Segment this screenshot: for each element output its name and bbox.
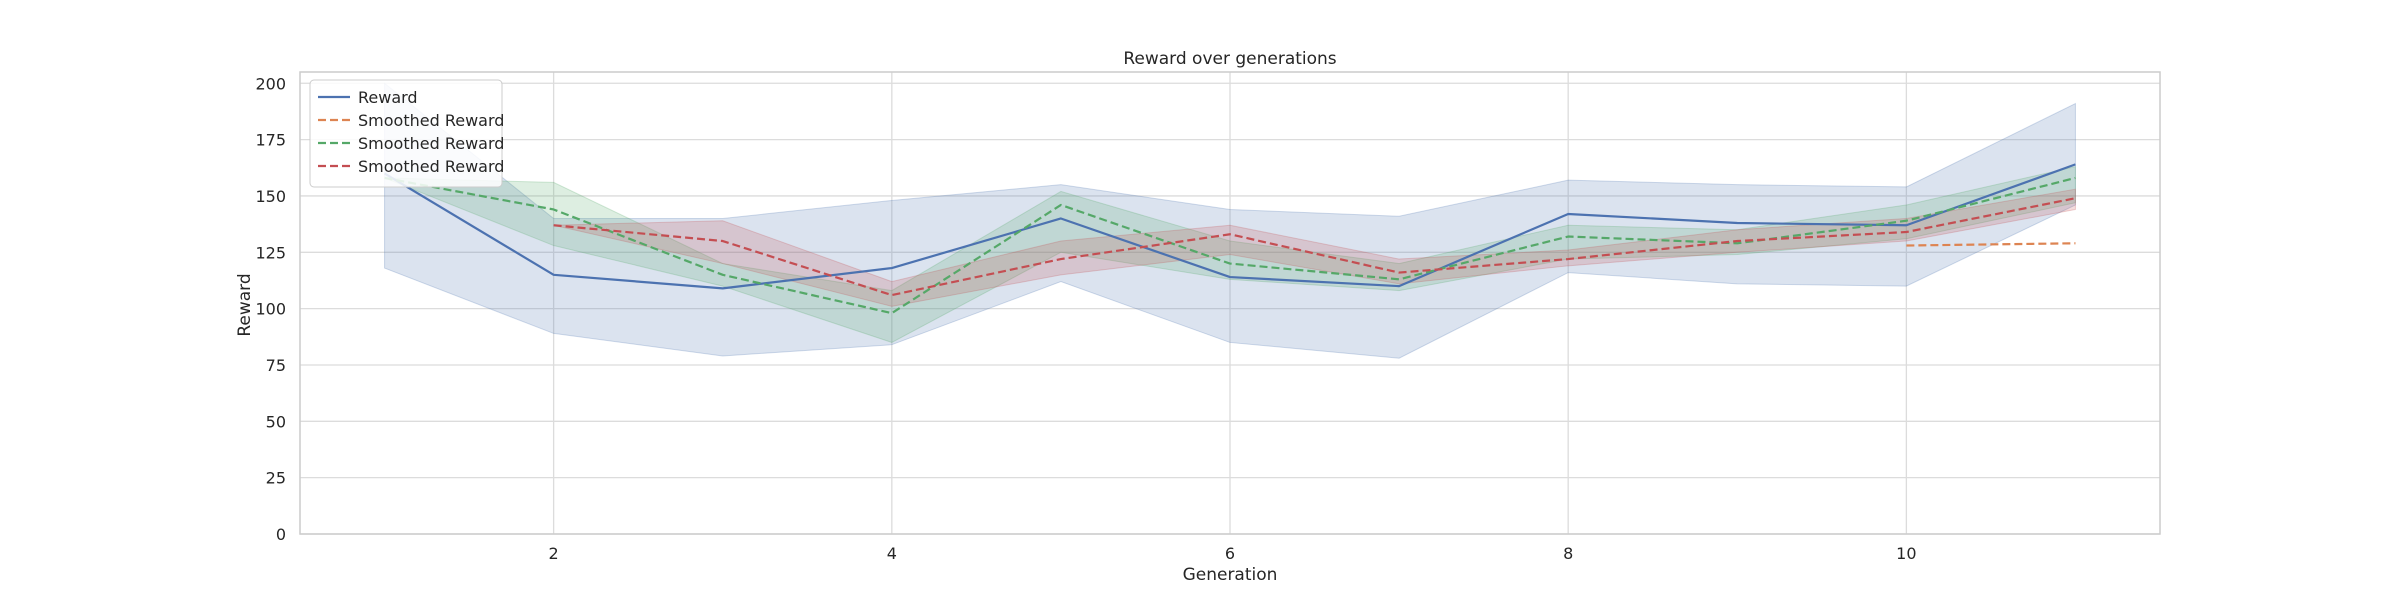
y-axis-title: Reward — [235, 273, 255, 336]
confidence-bands — [384, 82, 2076, 359]
y-tick-label: 200 — [255, 74, 286, 93]
x-tick-label: 2 — [549, 544, 559, 563]
y-tick-label: 75 — [266, 356, 286, 375]
grid — [300, 72, 2160, 535]
y-tick-label: 25 — [266, 469, 286, 488]
y-tick-label: 125 — [255, 243, 286, 262]
series-3-confidence-band — [553, 188, 2076, 307]
series-2-confidence-band — [384, 166, 2076, 343]
series-lines — [383, 163, 2076, 315]
y-tick-label: 0 — [276, 525, 286, 544]
chart-title: Reward over generations — [1123, 49, 1336, 69]
x-tick-label: 8 — [1563, 544, 1573, 563]
x-axis-title: Generation — [1183, 565, 1278, 585]
legend-label: Reward — [358, 88, 418, 107]
series-3-line — [553, 197, 2076, 297]
y-tick-label: 100 — [255, 300, 286, 319]
y-tick-label: 50 — [266, 412, 286, 431]
legend-frame — [309, 79, 503, 188]
series-2-line — [384, 176, 2076, 315]
series-0-confidence-band — [384, 82, 2076, 359]
series-1-line — [1906, 242, 2076, 247]
series-0-line — [383, 163, 2076, 290]
y-tick-label: 150 — [255, 187, 286, 206]
tick-labels: 0 25 50 75 100 125 150 175 200 2 4 6 8 10 — [255, 74, 1916, 563]
plot-area-frame — [299, 71, 2161, 535]
x-tick-label: 4 — [887, 544, 897, 563]
legend: Reward Smoothed Reward Smoothed Reward Smoo… — [309, 79, 504, 188]
legend-label: Smoothed Reward — [358, 111, 504, 130]
legend-label: Smoothed Reward — [358, 157, 504, 176]
x-tick-label: 10 — [1896, 544, 1916, 563]
x-tick-label: 6 — [1225, 544, 1235, 563]
y-tick-label: 175 — [255, 131, 286, 150]
legend-label: Smoothed Reward — [358, 134, 504, 153]
